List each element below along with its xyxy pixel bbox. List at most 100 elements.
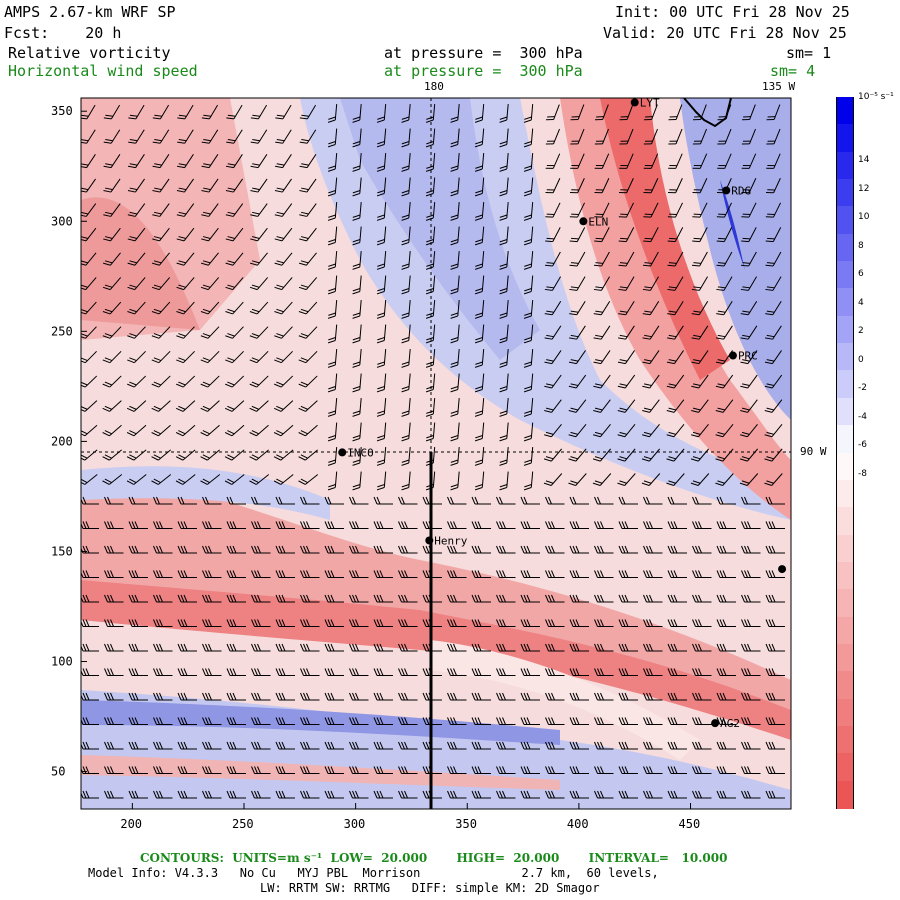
- wind-barb: [594, 741, 614, 750]
- wind-barb: [741, 202, 757, 218]
- wind-barb: [175, 400, 196, 412]
- wind-barb: [617, 423, 636, 438]
- wind-barb: [275, 104, 292, 120]
- wind-barb: [496, 496, 516, 505]
- wind-barb: [81, 326, 97, 339]
- wind-barb: [447, 668, 467, 676]
- wind-barb: [692, 153, 708, 169]
- wind-barb: [474, 471, 485, 491]
- wind-barb: [225, 252, 244, 266]
- wind-barb: [81, 400, 98, 412]
- wind-barb: [692, 227, 708, 243]
- wind-barb: [741, 545, 761, 554]
- wind-barb: [715, 374, 734, 389]
- wind-barb: [741, 619, 761, 627]
- wind-barb: [324, 570, 344, 578]
- wind-barb: [202, 766, 222, 774]
- wind-barb: [447, 521, 467, 529]
- wind-barb: [499, 324, 509, 344]
- wind-barb: [177, 545, 197, 554]
- wind-barb: [349, 668, 369, 676]
- wind-barb: [450, 177, 460, 197]
- wind-barb: [544, 325, 562, 340]
- wind-barb: [352, 446, 362, 466]
- wind-barb: [496, 717, 516, 725]
- forecast-hour: Fcst: 20 h: [4, 24, 122, 42]
- wind-barb: [447, 717, 467, 725]
- colorbar-swatch: [836, 534, 854, 563]
- wind-barb: [104, 619, 124, 627]
- wind-barb: [496, 766, 516, 774]
- wind-barb: [373, 496, 393, 505]
- wind-barb: [543, 448, 563, 462]
- wind-barb: [152, 104, 170, 120]
- wind-barb: [641, 473, 661, 486]
- wind-barb: [523, 201, 534, 221]
- wind-barb: [593, 325, 611, 340]
- wind-barb: [373, 790, 393, 799]
- wind-barb: [764, 399, 783, 413]
- wind-barb: [273, 400, 294, 412]
- wind-barb: [104, 570, 124, 578]
- wind-barb: [422, 496, 442, 505]
- wind-barb: [447, 619, 467, 627]
- wind-barb: [373, 521, 393, 529]
- wind-barb: [570, 153, 585, 169]
- wind-barb: [619, 153, 634, 169]
- wind-barb: [642, 399, 660, 413]
- wind-barb: [741, 692, 761, 701]
- wind-barb: [128, 570, 148, 578]
- wind-barb: [450, 422, 460, 442]
- wind-barb: [741, 128, 756, 145]
- wind-barb: [153, 594, 173, 603]
- wind-barb: [569, 251, 586, 267]
- wind-barb: [327, 471, 338, 491]
- x-tick-label: 250: [232, 817, 254, 831]
- wind-barb: [570, 178, 585, 194]
- wind-barb: [200, 449, 220, 461]
- wind-barb: [349, 692, 369, 701]
- wind-barb: [352, 152, 362, 172]
- wind-barb: [126, 449, 147, 461]
- wind-barb: [643, 643, 663, 652]
- wind-barb: [692, 766, 712, 774]
- wind-barb: [376, 250, 387, 270]
- wind-barb: [691, 251, 708, 267]
- wind-barb: [151, 449, 171, 461]
- wind-barb: [471, 643, 491, 652]
- wind-barb: [176, 301, 195, 315]
- wind-barb: [327, 324, 338, 344]
- wind-barb: [425, 201, 436, 221]
- top-label-135w: 135 W: [762, 80, 795, 93]
- wind-barb: [765, 202, 781, 218]
- wind-barb: [667, 521, 687, 529]
- wind-barb: [249, 301, 269, 315]
- wind-barb: [398, 717, 418, 725]
- colorbar-swatch: [836, 507, 854, 536]
- wind-barb: [593, 350, 611, 365]
- wind-barb: [569, 790, 589, 799]
- wind-barb: [274, 277, 293, 291]
- wind-barb: [226, 129, 243, 144]
- y-tick-label: 100: [51, 655, 73, 669]
- wind-barb: [544, 251, 561, 267]
- wind-barb: [352, 348, 362, 368]
- wind-barb: [324, 692, 344, 701]
- colorbar-swatch: [836, 452, 854, 481]
- wind-barb: [373, 717, 393, 725]
- wind-barb: [152, 129, 170, 144]
- colorbar-swatch: [836, 261, 854, 290]
- wind-barb: [667, 300, 684, 316]
- colorbar-swatch: [836, 124, 854, 153]
- wind-barb: [618, 325, 635, 340]
- wind-barb: [127, 301, 146, 315]
- wind-barb: [666, 374, 685, 389]
- wind-barb: [450, 471, 460, 491]
- colorbar-swatch: [836, 151, 854, 180]
- wind-barb: [249, 375, 269, 388]
- wind-barb: [202, 496, 222, 505]
- wind-barb: [275, 129, 292, 144]
- wind-barb: [151, 400, 171, 412]
- wind-barb: [352, 299, 362, 319]
- wind-barb: [103, 104, 121, 120]
